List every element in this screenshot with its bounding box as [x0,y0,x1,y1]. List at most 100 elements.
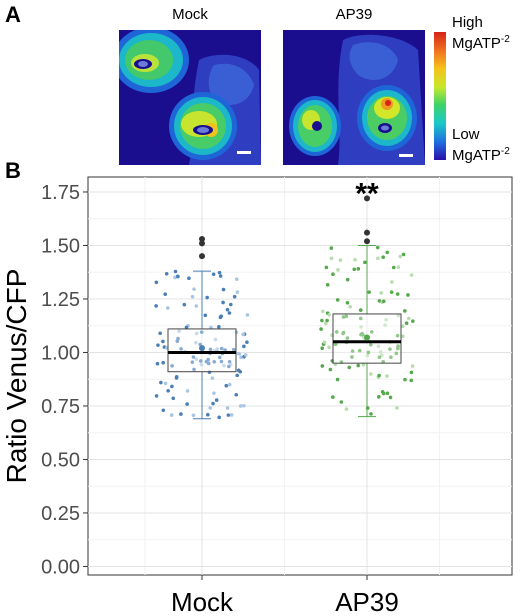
data-point [232,294,237,299]
data-point [324,265,329,270]
data-point [199,359,203,363]
data-point [226,413,231,417]
data-point [331,272,335,277]
data-point [164,271,169,276]
data-point [225,406,230,410]
data-point [338,258,343,263]
data-point [401,324,405,328]
data-point [352,267,357,272]
data-point [396,265,401,269]
data-point [199,330,204,334]
data-point [361,362,366,367]
data-point [320,346,325,351]
y-tick-label: 1.00 [41,342,80,364]
data-point [190,294,195,299]
data-point [245,340,249,345]
data-point [208,347,213,352]
data-point [235,373,240,378]
data-point [179,347,183,351]
data-point [214,398,219,402]
data-point [235,290,240,295]
data-point [395,406,399,410]
data-point [231,347,236,352]
data-point [327,345,331,349]
data-point [194,340,198,345]
outlier-point [364,229,370,236]
data-point [241,332,245,337]
data-point [221,287,226,292]
data-point [320,318,324,323]
data-point [204,359,209,364]
data-point [336,268,340,272]
data-point [192,287,196,291]
data-point [229,413,234,417]
data-point [328,367,333,372]
data-point [359,332,363,337]
data-point [173,269,178,274]
data-point [242,344,246,349]
data-point [394,351,399,356]
panel-b-letter: B [5,158,21,183]
outlier-point [199,253,205,260]
data-point [237,352,242,356]
data-point [358,316,363,321]
data-point [381,299,386,304]
data-point [161,408,166,413]
data-point [184,325,189,330]
data-point [227,360,232,364]
colorbar [434,32,446,160]
data-point [344,314,349,319]
y-axis-label: Ratio Venus/CFP [1,269,32,484]
data-point [179,412,183,416]
data-point [161,360,165,365]
data-point [221,300,225,305]
data-point [154,304,158,308]
data-point [358,308,363,312]
data-point [228,302,233,307]
data-point [381,391,386,396]
data-point [356,363,361,368]
y-tick-label: 1.75 [41,182,80,204]
scale-bar [237,151,251,154]
data-point [369,372,373,376]
data-point [409,370,414,375]
data-point [348,304,352,309]
data-point [385,250,390,255]
data-point [411,319,415,323]
data-point [171,396,176,401]
data-point [379,353,384,358]
data-point [217,355,222,360]
data-point [217,324,221,329]
data-point [227,364,231,369]
data-point [177,329,181,334]
data-point [375,245,380,250]
data-point [335,298,340,302]
y-tick-label: 1.50 [41,235,80,257]
mean-point [364,334,370,341]
data-point [366,350,371,355]
data-point [224,383,229,388]
data-point [325,318,329,323]
data-point [212,391,216,396]
data-point [185,402,189,406]
data-point [345,277,350,282]
data-point [395,333,400,338]
data-point [191,413,196,418]
data-point [185,389,190,393]
data-point [166,388,170,393]
data-point [187,276,191,281]
colorbar-high-unit: MgATP-2 [452,34,510,52]
panel-a-letter: A [5,2,21,27]
data-point [205,295,209,300]
data-point [381,255,385,259]
data-point [227,382,232,387]
data-point [377,373,381,378]
data-point [385,374,389,378]
data-point [182,302,187,307]
data-point [335,377,340,382]
data-point [333,342,338,347]
data-point [173,275,177,280]
data-point [208,406,212,410]
mock-fluorescence-image [119,30,261,165]
image-title-mock: Mock [172,6,208,23]
